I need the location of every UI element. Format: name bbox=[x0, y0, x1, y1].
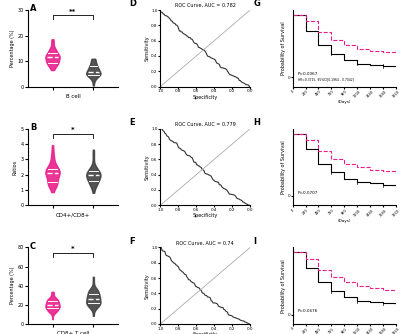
Y-axis label: Probability of Survival: Probability of Survival bbox=[281, 21, 286, 75]
Text: **: ** bbox=[69, 9, 76, 15]
Title: ROC Curve, AUC = 0.74: ROC Curve, AUC = 0.74 bbox=[176, 240, 234, 245]
Text: B: B bbox=[30, 123, 36, 132]
Y-axis label: Percentage (%): Percentage (%) bbox=[10, 267, 15, 305]
Title: ROC Curve, AUC = 0.779: ROC Curve, AUC = 0.779 bbox=[175, 122, 236, 127]
X-axis label: Specificity: Specificity bbox=[193, 95, 218, 100]
X-axis label: Specificity: Specificity bbox=[193, 332, 218, 334]
Text: P=0.0067: P=0.0067 bbox=[298, 72, 318, 76]
Y-axis label: Ratios: Ratios bbox=[13, 159, 18, 175]
Text: *: * bbox=[71, 246, 75, 252]
Text: P=0.0676: P=0.0676 bbox=[298, 310, 318, 314]
Y-axis label: Sensitivity: Sensitivity bbox=[145, 35, 150, 61]
Text: C: C bbox=[30, 242, 36, 251]
Y-axis label: Percentage (%): Percentage (%) bbox=[10, 29, 15, 67]
Text: F: F bbox=[129, 236, 134, 245]
Y-axis label: Probability of Survival: Probability of Survival bbox=[281, 140, 286, 194]
Title: ROC Curve, AUC = 0.782: ROC Curve, AUC = 0.782 bbox=[175, 3, 236, 8]
Text: G: G bbox=[253, 0, 260, 8]
Text: E: E bbox=[129, 118, 134, 127]
X-axis label: CD8+ T cell: CD8+ T cell bbox=[57, 331, 89, 334]
X-axis label: (Days): (Days) bbox=[338, 100, 351, 104]
Text: H: H bbox=[253, 118, 260, 127]
Y-axis label: Sensitivity: Sensitivity bbox=[145, 154, 150, 180]
X-axis label: B cell: B cell bbox=[66, 94, 80, 99]
Text: I: I bbox=[253, 236, 256, 245]
Text: D: D bbox=[129, 0, 136, 8]
X-axis label: (Days): (Days) bbox=[338, 219, 351, 223]
Text: *: * bbox=[71, 127, 75, 133]
Text: P=0.0707: P=0.0707 bbox=[298, 191, 318, 195]
Y-axis label: Probability of Survival: Probability of Survival bbox=[281, 259, 286, 313]
X-axis label: Specificity: Specificity bbox=[193, 213, 218, 218]
Y-axis label: Sensitivity: Sensitivity bbox=[145, 273, 150, 299]
Text: HR=0.3715, 95%CI[0.1964 - 0.7042]: HR=0.3715, 95%CI[0.1964 - 0.7042] bbox=[298, 77, 354, 81]
Text: A: A bbox=[30, 4, 36, 13]
X-axis label: CD4+/CD8+: CD4+/CD8+ bbox=[56, 212, 90, 217]
